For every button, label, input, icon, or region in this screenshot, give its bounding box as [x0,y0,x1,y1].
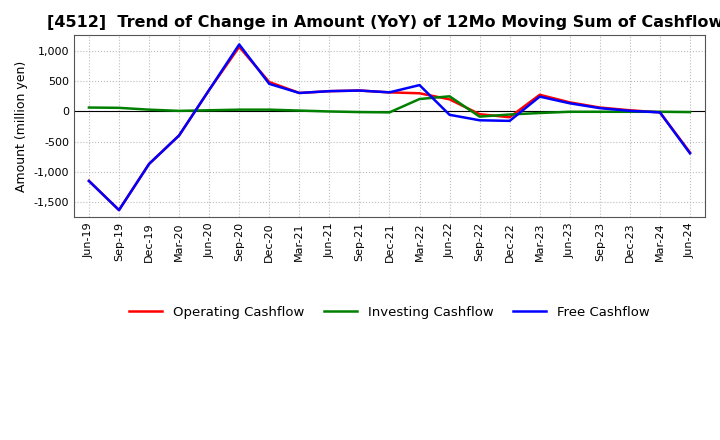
Investing Cashflow [204,108,213,113]
Free Cashflow [175,133,184,138]
Investing Cashflow [114,105,123,110]
Free Cashflow [235,42,243,47]
Operating Cashflow [235,44,243,50]
Free Cashflow [685,151,694,156]
Free Cashflow [145,161,153,167]
Operating Cashflow [204,87,213,92]
Operating Cashflow [505,114,514,120]
Operating Cashflow [685,150,694,155]
Investing Cashflow [295,108,304,113]
Investing Cashflow [626,109,634,114]
Investing Cashflow [475,114,484,119]
Investing Cashflow [355,110,364,115]
Free Cashflow [536,94,544,99]
Free Cashflow [505,118,514,124]
Investing Cashflow [145,107,153,112]
Investing Cashflow [565,109,574,114]
Operating Cashflow [385,90,394,95]
Free Cashflow [114,207,123,213]
Free Cashflow [415,82,424,88]
Investing Cashflow [536,110,544,116]
Operating Cashflow [445,97,454,102]
Free Cashflow [204,87,213,92]
Investing Cashflow [415,96,424,102]
Investing Cashflow [235,107,243,112]
Legend: Operating Cashflow, Investing Cashflow, Free Cashflow: Operating Cashflow, Investing Cashflow, … [124,301,654,324]
Operating Cashflow [175,133,184,138]
Investing Cashflow [175,108,184,114]
Operating Cashflow [145,161,153,167]
Free Cashflow [385,90,394,95]
Line: Operating Cashflow: Operating Cashflow [89,47,690,210]
Investing Cashflow [505,112,514,117]
Free Cashflow [626,108,634,114]
Operating Cashflow [295,90,304,95]
Free Cashflow [325,88,333,94]
Investing Cashflow [595,109,604,114]
Free Cashflow [295,90,304,95]
Operating Cashflow [265,79,274,84]
Investing Cashflow [656,109,665,114]
Investing Cashflow [265,107,274,112]
Investing Cashflow [445,94,454,99]
Operating Cashflow [565,100,574,105]
Operating Cashflow [85,178,94,183]
Free Cashflow [355,88,364,93]
Operating Cashflow [536,92,544,97]
Investing Cashflow [685,110,694,115]
Free Cashflow [656,110,665,115]
Free Cashflow [445,112,454,117]
Operating Cashflow [355,88,364,93]
Operating Cashflow [114,207,123,213]
Investing Cashflow [85,105,94,110]
Line: Investing Cashflow: Investing Cashflow [89,96,690,117]
Free Cashflow [475,117,484,123]
Operating Cashflow [656,110,665,115]
Investing Cashflow [325,109,333,114]
Operating Cashflow [325,88,333,94]
Free Cashflow [595,106,604,111]
Operating Cashflow [415,91,424,96]
Operating Cashflow [475,112,484,117]
Y-axis label: Amount (million yen): Amount (million yen) [15,61,28,192]
Operating Cashflow [595,105,604,110]
Free Cashflow [565,101,574,106]
Free Cashflow [85,178,94,183]
Line: Free Cashflow: Free Cashflow [89,44,690,210]
Investing Cashflow [385,110,394,115]
Free Cashflow [265,81,274,87]
Operating Cashflow [626,108,634,113]
Title: [4512]  Trend of Change in Amount (YoY) of 12Mo Moving Sum of Cashflows: [4512] Trend of Change in Amount (YoY) o… [47,15,720,30]
